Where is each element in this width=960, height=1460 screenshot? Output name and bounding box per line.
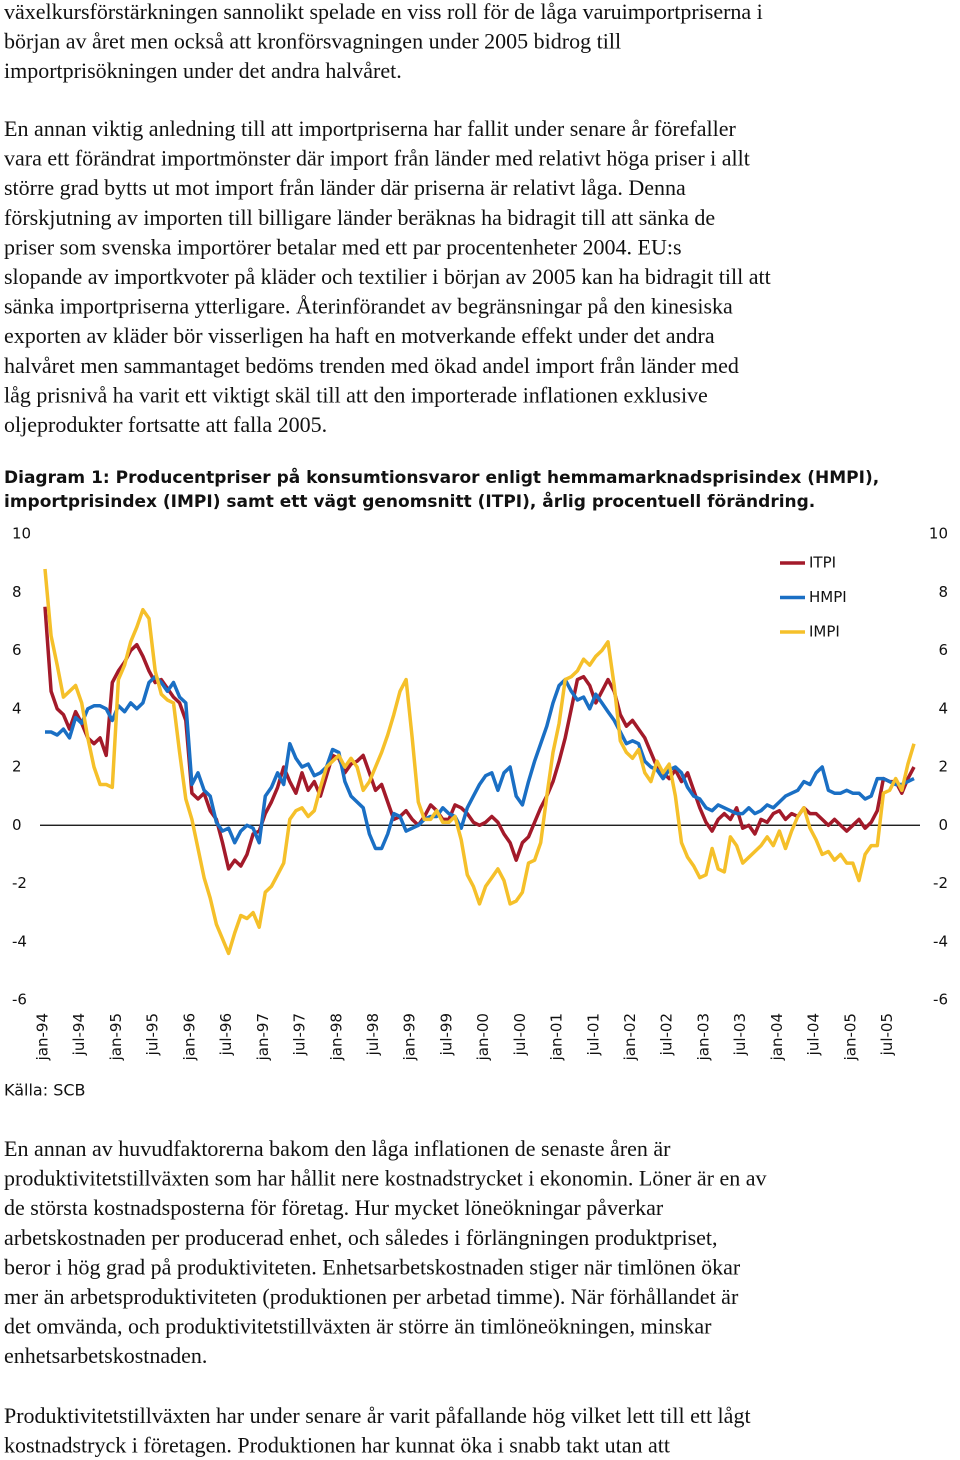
y2-tick-label: 6 — [938, 641, 948, 659]
x-tick-label: jul-98 — [364, 1013, 382, 1056]
text-line: det omvända, och produktivitetstillväxte… — [4, 1314, 712, 1339]
chart-source: Källa: SCB — [4, 1081, 86, 1100]
x-tick-label: jul-03 — [731, 1013, 749, 1056]
text-line: importprisökningen under det andra halvå… — [4, 58, 402, 83]
y-tick-label: 0 — [12, 816, 22, 834]
text-line: oljeprodukter fortsatte att falla 2005. — [4, 412, 327, 437]
text-line: större grad bytts ut mot import från län… — [4, 175, 686, 200]
text-line: enhetsarbetskostnaden. — [4, 1343, 207, 1368]
x-tick-label: jan-02 — [621, 1013, 639, 1061]
y2-tick-label: 0 — [938, 816, 948, 834]
y-tick-label: 10 — [12, 525, 31, 543]
x-tick-label: jul-04 — [805, 1013, 823, 1056]
text-line: början av året men också att kronförsvag… — [4, 29, 621, 54]
x-tick-label: jan-96 — [180, 1013, 198, 1061]
text-line: vara ett förändrat importmönster där imp… — [4, 146, 750, 171]
x-tick-label: jan-95 — [107, 1013, 125, 1061]
text-line: En annan viktig anledning till att impor… — [4, 116, 737, 141]
text-line: priser som svenska importörer betalar me… — [4, 234, 682, 259]
series-line — [43, 568, 916, 956]
x-tick-label: jan-00 — [474, 1013, 492, 1061]
chart-title: Diagram 1: Producentpriser på konsumtion… — [4, 466, 879, 488]
text-line: förskjutning av importen till billigare … — [4, 205, 715, 230]
x-tick-label: jul-99 — [437, 1013, 455, 1056]
y-tick-label: -4 — [12, 932, 27, 950]
x-tick-label: jul-01 — [584, 1013, 602, 1056]
x-tick-label: jan-94 — [34, 1013, 52, 1061]
text-line: sänka importpriserna ytterligare. Återin… — [4, 294, 733, 319]
x-tick-label: jan-98 — [327, 1013, 345, 1061]
x-tick-label: jul-02 — [658, 1013, 676, 1056]
x-tick-label: jul-96 — [217, 1013, 235, 1056]
y2-tick-label: -4 — [933, 932, 948, 950]
text-line: kostnadstryck i företagen. Produktionen … — [4, 1433, 670, 1458]
series-line — [43, 606, 916, 871]
y-tick-label: 4 — [12, 699, 22, 717]
text-line: halvåret men sammantaget bedöms trenden … — [4, 353, 739, 378]
x-tick-label: jul-95 — [144, 1013, 162, 1056]
y-tick-label: -6 — [12, 991, 27, 1009]
y2-tick-label: 2 — [938, 758, 948, 776]
text-line: de största kostnadsposterna för företag.… — [4, 1195, 664, 1220]
text-line: Produktivitetstillväxten har under senar… — [4, 1403, 751, 1428]
text-line: En annan av huvudfaktorerna bakom den lå… — [4, 1136, 671, 1161]
text-line: exporten av kläder bör visserligen ha ha… — [4, 323, 715, 348]
x-tick-label: jan-97 — [254, 1013, 272, 1061]
x-tick-label: jul-05 — [878, 1013, 896, 1056]
text-line: slopande av importkvoter på kläder och t… — [4, 264, 771, 289]
legend-label: ITPI — [809, 554, 836, 572]
text-line: arbetskostnaden per producerad enhet, oc… — [4, 1225, 718, 1250]
y-tick-label: 6 — [12, 641, 22, 659]
series-line — [45, 674, 915, 851]
y-tick-label: 2 — [12, 758, 22, 776]
y2-tick-label: 4 — [938, 699, 948, 717]
y-tick-label: 8 — [12, 583, 22, 601]
x-tick-label: jul-00 — [511, 1013, 529, 1056]
y2-tick-label: 8 — [938, 583, 948, 601]
x-tick-label: jul-94 — [70, 1013, 88, 1056]
x-tick-label: jan-03 — [694, 1013, 712, 1061]
text-line: produktivitetstillväxten som har hållit … — [4, 1166, 766, 1191]
legend-label: IMPI — [809, 623, 840, 641]
y2-tick-label: -2 — [933, 874, 948, 892]
x-tick-label: jan-04 — [768, 1013, 786, 1061]
x-tick-label: jan-99 — [401, 1013, 419, 1061]
y2-tick-label: 10 — [929, 525, 948, 543]
text-line: växelkursförstärkningen sannolikt spelad… — [4, 0, 763, 24]
x-tick-label: jan-05 — [841, 1013, 859, 1061]
x-tick-label: jan-01 — [548, 1013, 566, 1061]
x-tick-label: jul-97 — [291, 1013, 309, 1056]
chart-title: importprisindex (IMPI) samt ett vägt gen… — [4, 490, 815, 512]
text-line: beror i hög grad på produktiviteten. Enh… — [4, 1254, 741, 1279]
text-line: mer än arbetsproduktiviteten (produktion… — [4, 1284, 739, 1309]
legend-label: HMPI — [809, 588, 847, 606]
text-line: låg prisnivå ha varit ett viktigt skäl t… — [4, 382, 708, 407]
y-tick-label: -2 — [12, 874, 27, 892]
y2-tick-label: -6 — [933, 991, 948, 1009]
